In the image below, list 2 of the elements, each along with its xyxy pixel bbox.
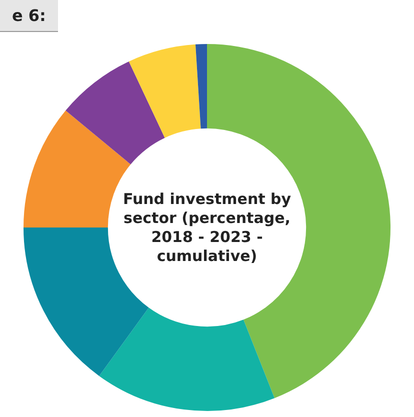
text: e 6: (0, 0, 58, 32)
text: Fund investment by sector (percentage, 2018 - 2023 - cumulative) (122, 189, 292, 267)
